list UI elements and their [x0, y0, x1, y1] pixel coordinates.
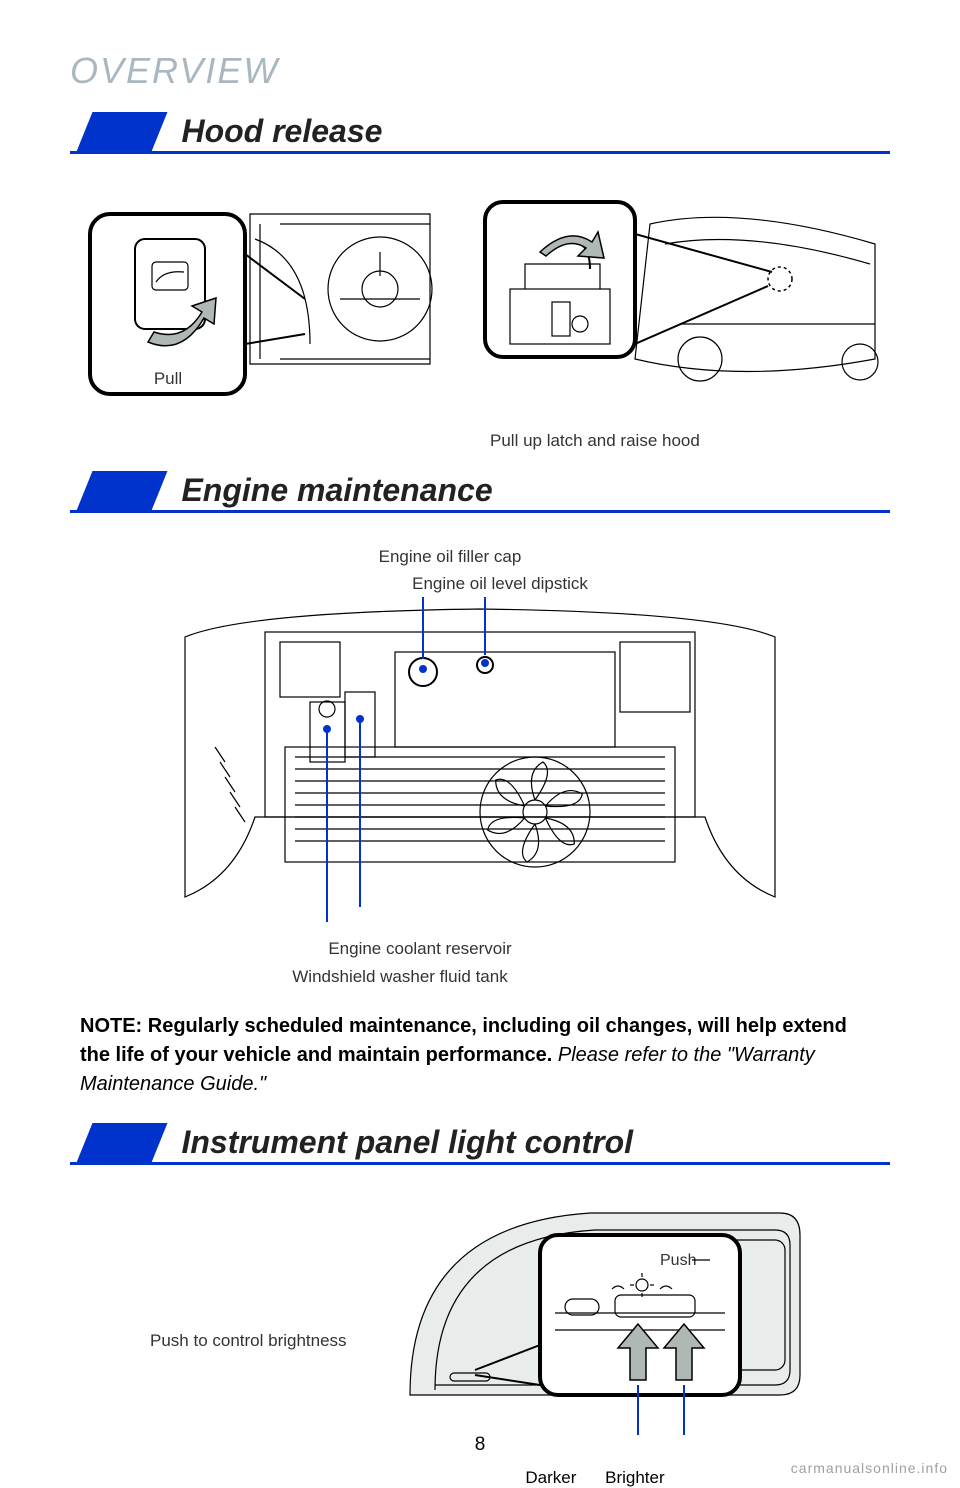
parallelogram-icon: [76, 1123, 168, 1165]
section-rule: [70, 151, 890, 154]
section-title-hood: Hood release: [181, 113, 382, 154]
watermark: carmanualsonline.info: [791, 1460, 948, 1476]
hood-latch-svg: [480, 184, 880, 414]
section-header-engine: Engine maintenance: [70, 471, 890, 513]
hood-latch-illustration: Pull up latch and raise hood: [480, 184, 880, 451]
hood-diagram-row: Pull Pull up latch and raise hood: [70, 184, 890, 451]
push-label: Push: [660, 1252, 696, 1269]
ipanel-caption: Push to control brightness: [150, 1331, 360, 1351]
section-header-hood: Hood release: [70, 112, 890, 154]
hood-pull-svg: Pull: [80, 184, 440, 414]
section-title-engine: Engine maintenance: [181, 472, 492, 513]
ipanel-svg: Push: [380, 1195, 810, 1455]
section-rule: [70, 510, 890, 513]
engine-bay-svg: [165, 597, 795, 927]
maintenance-note: NOTE: Regularly scheduled maintenance, i…: [80, 1012, 880, 1099]
label-darker: Darker: [525, 1468, 576, 1488]
pull-label: Pull: [154, 369, 182, 388]
parallelogram-icon: [76, 112, 168, 154]
page-number: 8: [0, 1434, 960, 1456]
ipanel-bottom-labels: Darker Brighter: [380, 1468, 810, 1488]
latch-caption: Pull up latch and raise hood: [490, 431, 880, 451]
label-washer: Windshield washer fluid tank: [288, 963, 511, 990]
engine-diagram-block: Engine oil filler cap Engine oil level d…: [70, 543, 890, 990]
section-header-ipanel: Instrument panel light control: [70, 1123, 890, 1165]
hood-pull-illustration: Pull: [80, 184, 440, 451]
label-brighter: Brighter: [605, 1468, 665, 1488]
overview-heading: OVERVIEW: [70, 50, 890, 92]
label-oil-filler: Engine oil filler cap: [312, 543, 588, 570]
section-rule: [70, 1162, 890, 1165]
section-title-ipanel: Instrument panel light control: [181, 1124, 633, 1165]
parallelogram-icon: [76, 471, 168, 513]
label-dipstick: Engine oil level dipstick: [412, 570, 588, 597]
label-coolant: Engine coolant reservoir: [328, 935, 511, 962]
